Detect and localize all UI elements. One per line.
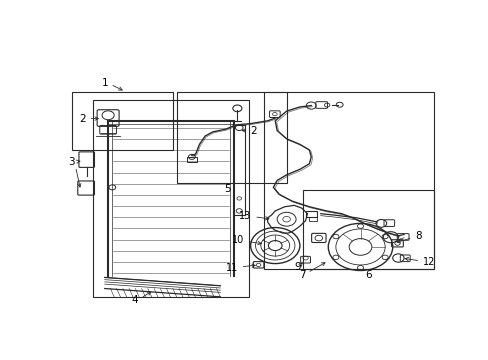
Text: 9: 9: [293, 262, 300, 272]
Text: 4: 4: [131, 296, 138, 305]
Text: 13: 13: [239, 211, 268, 221]
Text: 6: 6: [364, 270, 371, 280]
Text: 2: 2: [79, 114, 98, 123]
Text: 5: 5: [224, 184, 231, 194]
Text: 8: 8: [396, 231, 421, 243]
Text: 7: 7: [299, 270, 305, 280]
Text: 1: 1: [101, 78, 108, 89]
Text: 2: 2: [242, 126, 257, 135]
Text: 12: 12: [404, 257, 434, 267]
Text: 10: 10: [231, 235, 261, 245]
Text: 3: 3: [68, 157, 75, 167]
Text: 11: 11: [225, 263, 255, 273]
